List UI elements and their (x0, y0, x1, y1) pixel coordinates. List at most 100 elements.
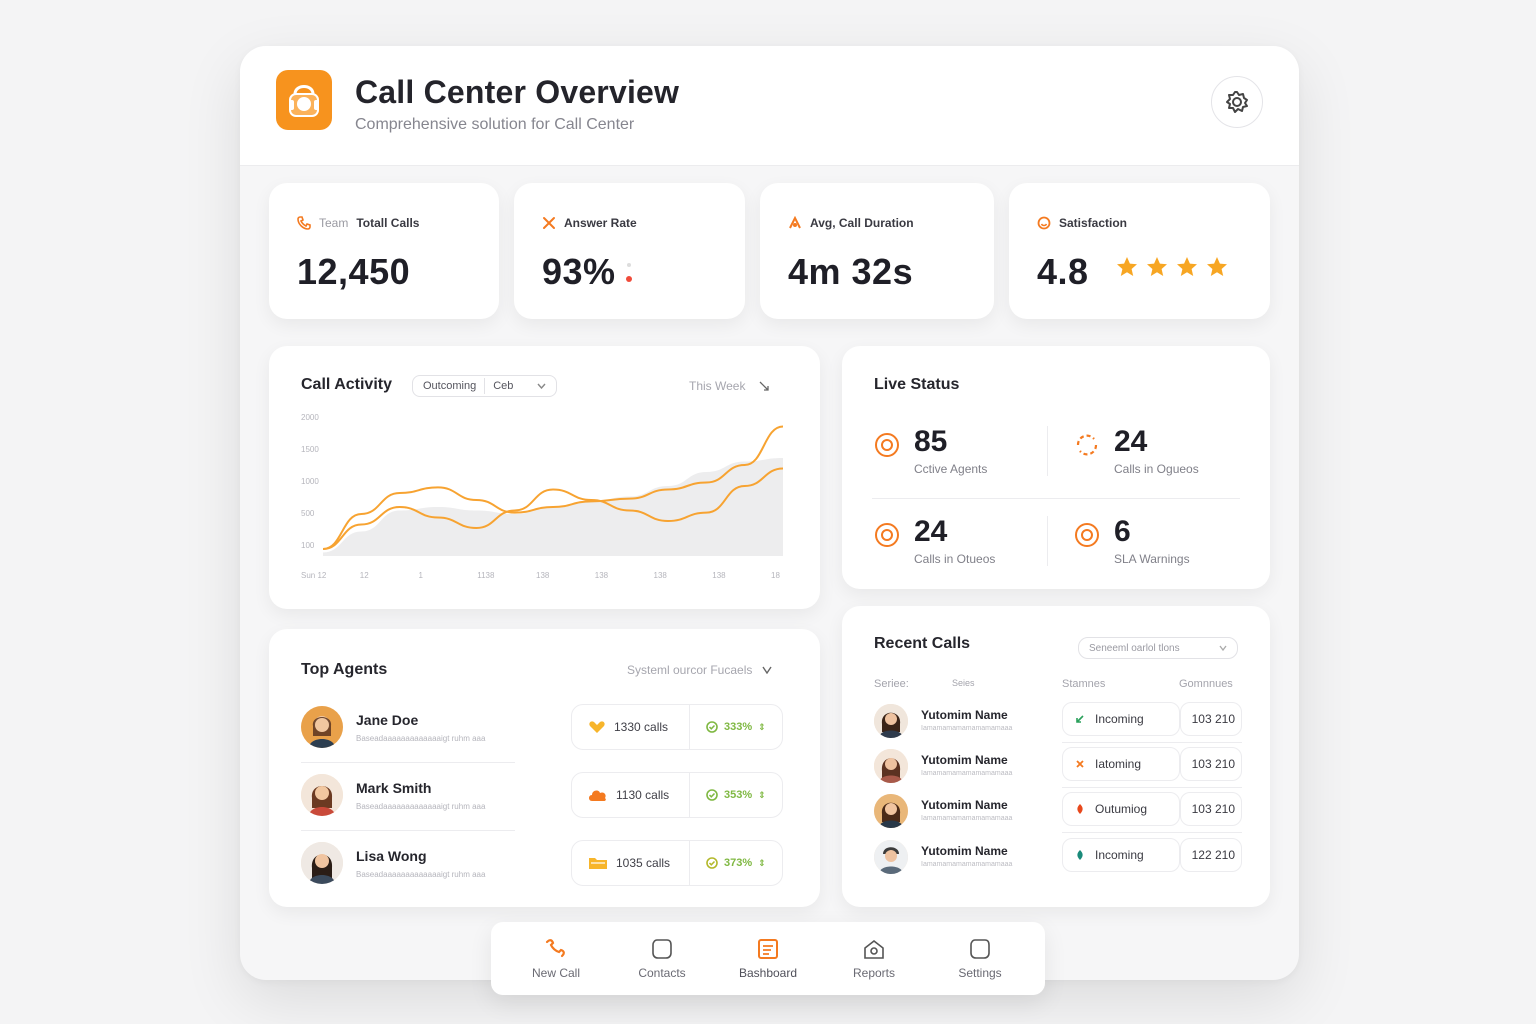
live-status-active-agents[interactable]: 85 Cctive Agents (874, 426, 987, 476)
recent-call-row[interactable]: Yutomim Name Iamamamamamamamamaaa Outumi… (874, 792, 1242, 836)
warning-icon (1075, 523, 1099, 547)
bottom-nav: New Call Contacts Bashboard Reports Sett… (491, 922, 1045, 995)
agent-subtext: Baseadaaaaaaaaaaaaaigt ruhm aaa (356, 802, 486, 811)
y-tick-label: 1000 (301, 477, 319, 486)
agent-row[interactable]: Jane Doe Baseadaaaaaaaaaaaaaigt ruhm aaa… (301, 704, 783, 766)
live-label: SLA Warnings (1114, 552, 1190, 566)
caller-subtext: Iamamamamamamamamaaa (921, 815, 1013, 822)
caller-name: Yutomim Name (921, 753, 1008, 767)
live-value: 6 (1114, 515, 1131, 548)
check-circle-icon (706, 857, 718, 869)
collapse-icon (760, 381, 770, 391)
nav-label: Settings (958, 965, 1002, 980)
agent-name: Jane Doe (356, 712, 419, 728)
y-tick-label: 500 (301, 509, 315, 518)
filter-label: Systeml ourcor Fucaels (627, 663, 753, 677)
x-tick-label: 18 (771, 571, 780, 580)
kpi-label: Answer Rate (564, 216, 637, 230)
call-type: Incoming (1062, 702, 1180, 736)
top-agents-card: Top Agents Systeml ourcor Fucaels Jane D… (269, 629, 820, 907)
phone-icon (297, 216, 311, 230)
agent-stats: 1130 calls 353% ⇕ (571, 772, 783, 818)
section-title: Top Agents (301, 661, 388, 678)
live-value: 24 (1114, 425, 1148, 458)
refresh-icon (1076, 434, 1098, 456)
section-title: Live Status (874, 376, 960, 393)
y-tick-label: 2000 (301, 413, 319, 422)
agent-calls: 1035 calls (616, 856, 671, 870)
nav-contacts[interactable]: Contacts (612, 938, 712, 980)
phone-icon (545, 938, 565, 957)
nav-new-call[interactable]: New Call (506, 938, 606, 980)
call-time: 103 210 (1180, 702, 1242, 736)
live-status-calls-in-queue-2[interactable]: 24 Calls in Otueos (874, 516, 995, 566)
incoming-call-icon (1077, 850, 1083, 860)
call-type: Incoming (1062, 838, 1180, 872)
avatar (874, 749, 908, 783)
check-circle-icon (706, 721, 718, 733)
y-tick-label: 1500 (301, 445, 319, 454)
gear-icon (1226, 91, 1248, 113)
range-selector[interactable]: This Week (689, 379, 770, 393)
agent-subtext: Baseadaaaaaaaaaaaaaigt ruhm aaa (356, 870, 486, 879)
agent-calls: 1130 calls (616, 788, 670, 802)
cloud-icon (589, 790, 606, 801)
recent-call-row[interactable]: Yutomim Name Iamamamamamamamamaaa Iatomi… (874, 747, 1242, 791)
kpi-card-total-calls[interactable]: Team Totall Calls 12,450 (269, 183, 499, 319)
kpi-value: 12,450 (297, 251, 411, 292)
call-type-filter[interactable]: Outcoming Ceb (412, 375, 557, 397)
call-type-label: Incoming (1095, 712, 1144, 726)
dashboard-icon (758, 938, 778, 959)
smile-icon (1037, 216, 1051, 230)
column-header: Stamnes (1062, 678, 1106, 690)
page-subtitle: Comprehensive solution for Call Center (355, 116, 635, 133)
agent-stats: 1330 calls 333% ⇕ (571, 704, 783, 750)
x-tick-label: 1138 (477, 571, 495, 580)
agents-filter[interactable]: Systeml ourcor Fucaels (627, 663, 772, 677)
x-tick-label: 12 (360, 571, 369, 580)
x-tick-label: 1 (419, 571, 424, 580)
recent-call-row[interactable]: Yutomim Name Iamamamamamamamamaaa Incomi… (874, 838, 1242, 882)
incoming-call-icon (1076, 715, 1084, 723)
recent-calls-filter[interactable]: Seneeml oarlol tlons (1078, 637, 1238, 659)
caller-subtext: Iamamamamamamamamaaa (921, 861, 1013, 868)
recent-call-row[interactable]: Yutomim Name Iamamamamamamamamaaa Incomi… (874, 702, 1242, 746)
kpi-card-answer-rate[interactable]: Answer Rate 93% (514, 183, 745, 319)
x-tick-label: 138 (654, 571, 668, 580)
column-header: Gomnnues (1179, 678, 1233, 690)
chart-line-series-2 (322, 467, 784, 550)
outgoing-call-icon (1077, 804, 1083, 814)
live-status-sla-warnings[interactable]: 6 SLA Warnings (1074, 516, 1190, 566)
call-activity-card: Call Activity Outcoming Ceb This Week 20… (269, 346, 820, 609)
trend-icon (626, 263, 632, 282)
call-type: Iatoming (1062, 747, 1180, 781)
agent-name: Mark Smith (356, 780, 432, 796)
settings-button[interactable] (1211, 76, 1263, 128)
agent-calls: 1330 calls (614, 720, 669, 734)
section-title: Call Activity (301, 376, 392, 393)
caller-name: Yutomim Name (921, 844, 1008, 858)
agent-rate: 373% (724, 857, 753, 869)
live-value: 24 (914, 515, 948, 548)
avatar (874, 840, 908, 874)
kpi-card-avg-duration[interactable]: Avg, Call Duration 4m 32s (760, 183, 994, 319)
column-header: Seriee: (874, 678, 909, 690)
section-title: Recent Calls (874, 635, 971, 652)
nav-dashboard[interactable]: Bashboard (718, 938, 818, 980)
kpi-value: 93% (542, 251, 616, 292)
app-logo-icon (276, 70, 332, 130)
app-window: Call Center Overview Comprehensive solut… (240, 46, 1299, 980)
kpi-value: 4.8 (1037, 251, 1089, 292)
agent-stats: 1035 calls 373% ⇕ (571, 840, 783, 886)
kpi-card-satisfaction[interactable]: Satisfaction 4.8 (1009, 183, 1270, 319)
column-header: Seies (952, 678, 975, 688)
agent-row[interactable]: Mark Smith Baseadaaaaaaaaaaaaaigt ruhm a… (301, 772, 783, 834)
nav-label: Contacts (638, 965, 686, 980)
agent-row[interactable]: Lisa Wong Baseadaaaaaaaaaaaaaigt ruhm aa… (301, 840, 783, 902)
kpi-value: 4m 32s (788, 251, 914, 292)
call-duration-icon (789, 216, 801, 229)
queue-icon (875, 523, 899, 547)
live-status-calls-in-queue[interactable]: 24 Calls in Ogueos (1074, 426, 1199, 476)
nav-settings[interactable]: Settings (930, 938, 1030, 980)
nav-reports[interactable]: Reports (824, 938, 924, 980)
